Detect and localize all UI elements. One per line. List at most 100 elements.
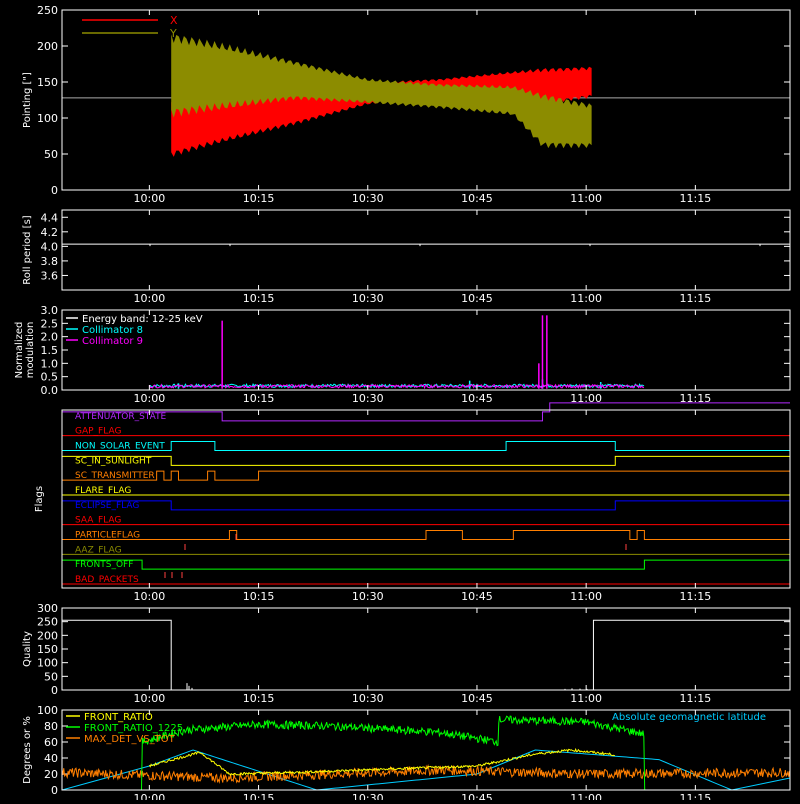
flags-row-label: SAA_FLAG [75,516,121,526]
flags-trace-eclipse_flag [62,500,790,511]
roll-ylabel: Roll period [s] [22,215,33,284]
geomag-xtick-label: 10:15 [243,792,275,800]
modulation-xtick-label: 10:15 [243,392,275,405]
quality-ytick-label: 0 [51,684,58,697]
flags-xtick-label: 10:30 [352,590,384,603]
pointing-ytick-label: 150 [37,76,58,89]
geomag-legend-label: MAX_DET_VS_TOT [84,734,176,745]
roll-ytick-label: 4.4 [41,211,59,224]
pointing-xtick-label: 10:45 [461,192,493,205]
geomag-legend-label: FRONT_RATIO_1225 [84,723,183,734]
roll-xtick-label: 10:30 [352,292,384,305]
flags-trace-attenuator_state [62,402,790,422]
modulation-ytick-label: 2.5 [41,317,59,330]
quality-xtick-label: 11:00 [570,692,602,705]
flags-row-label: FLARE_FLAG [75,486,131,496]
modulation-legend-label: Collimator 9 [82,336,143,347]
pointing-xtick-label: 10:00 [134,192,166,205]
modulation-xtick-label: 10:00 [134,392,166,405]
flags-frame [61,409,791,589]
pointing-ytick-label: 50 [44,148,58,161]
roll-xtick-label: 10:45 [461,292,493,305]
pointing-ytick-label: 0 [51,184,58,197]
flags-row-label: AAZ_FLAG [75,545,122,555]
geomag-legend-label: FRONT_RATIO [84,712,153,723]
geomag-ytick-label: 80 [44,720,58,733]
modulation-xtick-label: 10:45 [461,392,493,405]
quality-ytick-label: 250 [37,616,58,629]
flags-trace-particleflag [62,530,790,540]
pointing-legend-label-X: X [170,14,178,27]
modulation-frame [61,309,791,391]
geomag-ylabel: Degrees or % [22,716,33,784]
geomag-frame [61,709,791,791]
roll-ytick-label: 4.0 [41,240,59,253]
flags-trace-fronts_off [62,559,790,570]
quality-xtick-label: 10:30 [352,692,384,705]
pointing-xtick-label: 10:15 [243,192,275,205]
modulation-ytick-label: 0.5 [41,371,59,384]
roll-ytick-label: 3.6 [41,269,59,282]
geomag-xtick-label: 10:45 [461,792,493,800]
roll-ytick-label: 3.8 [41,255,59,268]
flags-row-label: GAP_FLAG [75,427,121,437]
pointing-legend-label-Y: Y [169,27,177,40]
modulation-xtick-label: 11:00 [570,392,602,405]
flags-xtick-label: 10:00 [134,590,166,603]
geomag-series-front_ratio [148,747,616,776]
quality-frame [61,607,791,691]
geomag-series-absolute-geomagnetic-latitude [61,749,791,791]
geomag-xtick-label: 11:00 [570,792,602,800]
modulation-ytick-label: 2.0 [41,331,59,344]
geomag-annotation: Absolute geomagnetic latitude [612,712,766,723]
quality-ytick-label: 150 [37,643,58,656]
modulation-ytick-label: 1.0 [41,357,59,370]
geomag-xtick-label: 11:15 [680,792,712,800]
quality-series-line [62,619,790,691]
flags-row-label: ATTENUATOR_STATE [75,412,167,422]
flags-row-label: PARTICLEFLAG [75,531,140,541]
roll-xtick-label: 10:15 [243,292,275,305]
modulation-xtick-label: 10:30 [352,392,384,405]
modulation-ylabel: modulation [25,322,36,379]
modulation-legend-label: Collimator 8 [82,325,143,336]
roll-ytick-label: 4.2 [41,226,59,239]
flags-row-label: FRONTS_OFF [75,560,133,570]
pointing-frame [61,9,791,191]
modulation-xtick-label: 11:15 [680,392,712,405]
pointing-xtick-label: 11:00 [570,192,602,205]
quality-ytick-label: 300 [37,602,58,615]
roll-xtick-label: 11:15 [680,292,712,305]
flags-xtick-label: 11:15 [680,590,712,603]
modulation-ytick-label: 1.5 [41,344,59,357]
geomag-xtick-label: 10:30 [352,792,384,800]
modulation-series-collimator-9 [148,383,645,390]
flags-trace-non_solar_event [62,441,790,451]
flags-xtick-label: 10:15 [243,590,275,603]
pointing-ytick-label: 250 [37,4,58,17]
geomag-ytick-label: 20 [44,768,58,781]
flags-row-label: NON_SOLAR_EVENT [75,442,165,452]
flags-row-label: BAD_PACKETS [75,575,139,585]
quality-xtick-label: 11:15 [680,692,712,705]
flags-row-label: ECLIPSE_FLAG [75,501,139,511]
roll-xtick-label: 10:00 [134,292,166,305]
pointing-ytick-label: 100 [37,112,58,125]
roll-xtick-label: 11:00 [570,292,602,305]
quality-ytick-label: 100 [37,657,58,670]
modulation-legend-label: Energy band: 12-25 keV [82,314,203,325]
quality-ytick-label: 50 [44,670,58,683]
modulation-ylabel: Normalized [14,322,25,379]
modulation-ytick-label: 3.0 [41,304,59,317]
flags-ylabel: Flags [34,486,45,512]
flags-row-label: SC_TRANSMITTER [75,471,155,481]
flags-trace-sc_transmitter [62,470,790,481]
geomag-ytick-label: 40 [44,752,58,765]
pointing-ytick-label: 200 [37,40,58,53]
quality-xtick-label: 10:45 [461,692,493,705]
modulation-ytick-label: 0.0 [41,384,59,397]
geomag-xtick-label: 10:00 [134,792,166,800]
quality-xtick-label: 10:00 [134,692,166,705]
